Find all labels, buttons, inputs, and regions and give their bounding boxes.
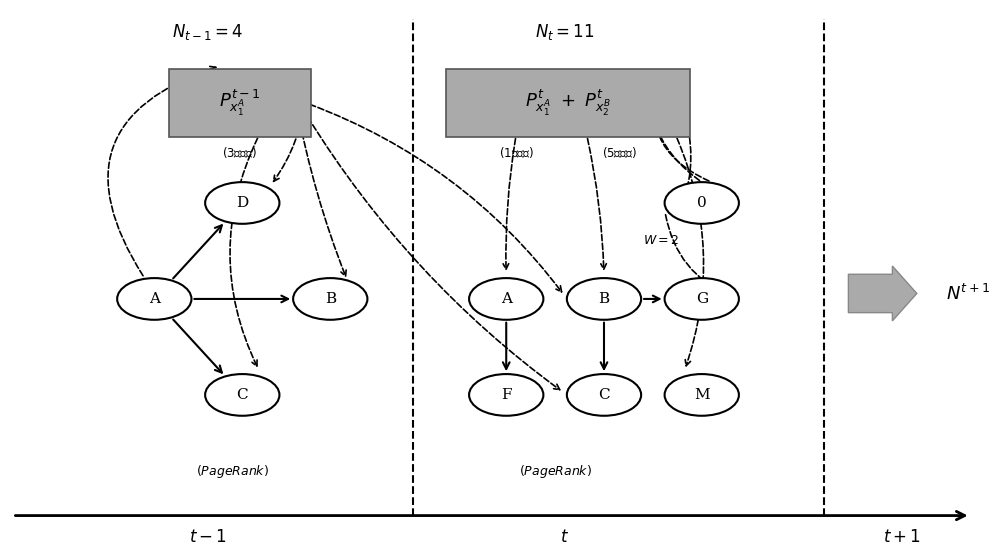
Text: $(PageRank)$: $(PageRank)$ [196, 463, 269, 480]
Circle shape [567, 278, 641, 320]
Text: B: B [598, 292, 610, 306]
Text: $(3次转发)$: $(3次转发)$ [222, 145, 257, 160]
Text: C: C [236, 388, 248, 402]
Text: F: F [501, 388, 511, 402]
Text: $P_{x_1^A}^{t-1}$: $P_{x_1^A}^{t-1}$ [219, 88, 261, 118]
FancyBboxPatch shape [169, 69, 311, 137]
Text: A: A [501, 292, 512, 306]
Text: $P_{x_1^A}^{t}\ +\ P_{x_2^B}^{t}$: $P_{x_1^A}^{t}\ +\ P_{x_2^B}^{t}$ [525, 88, 611, 118]
Text: $(1次转发)$: $(1次转发)$ [499, 145, 534, 160]
Text: G: G [696, 292, 708, 306]
Text: $t-1$: $t-1$ [189, 529, 227, 546]
Circle shape [665, 374, 739, 416]
Text: M: M [694, 388, 710, 402]
Text: $t$: $t$ [560, 529, 569, 546]
Text: $N_{t-1}=4$: $N_{t-1}=4$ [172, 22, 244, 42]
Text: $(5次转发)$: $(5次转发)$ [602, 145, 637, 160]
Text: D: D [236, 196, 248, 210]
Text: $W=2$: $W=2$ [643, 234, 679, 247]
Text: $t+1$: $t+1$ [883, 529, 921, 546]
Text: $(PageRank)$: $(PageRank)$ [519, 463, 592, 480]
FancyArrow shape [848, 266, 917, 321]
Circle shape [469, 374, 543, 416]
Text: A: A [149, 292, 160, 306]
Circle shape [665, 278, 739, 320]
FancyBboxPatch shape [446, 69, 690, 137]
Circle shape [469, 278, 543, 320]
Circle shape [665, 182, 739, 224]
Circle shape [293, 278, 367, 320]
Circle shape [567, 374, 641, 416]
Circle shape [205, 182, 279, 224]
Text: $N_t=11$: $N_t=11$ [535, 22, 595, 42]
Text: 0: 0 [697, 196, 707, 210]
Text: B: B [325, 292, 336, 306]
Text: C: C [598, 388, 610, 402]
Circle shape [205, 374, 279, 416]
Text: $N^{t+1}$: $N^{t+1}$ [946, 284, 990, 304]
Circle shape [117, 278, 191, 320]
